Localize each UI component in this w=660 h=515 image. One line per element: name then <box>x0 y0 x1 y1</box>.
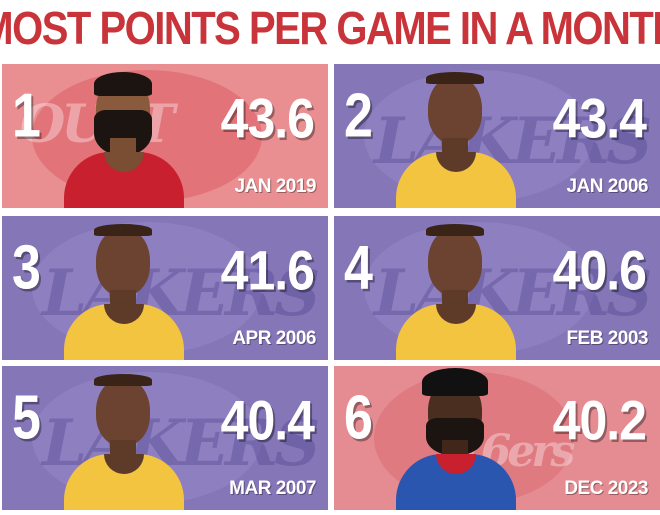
month-label: FEB 2003 <box>566 328 648 349</box>
month-label: MAR 2007 <box>229 478 316 499</box>
points-per-game: 43.4 <box>552 87 647 150</box>
month-label: JAN 2006 <box>566 176 648 197</box>
ranking-card-1: OUST 1 43.6 JAN 2019 <box>2 64 328 208</box>
page-title: MOST POINTS PER GAME IN A MONTH <box>0 3 660 54</box>
month-label: DEC 2023 <box>564 478 648 499</box>
points-per-game: 40.6 <box>552 239 647 302</box>
player-photo <box>64 224 184 360</box>
player-photo <box>396 368 516 510</box>
rank-number: 2 <box>344 81 373 151</box>
rank-number: 4 <box>344 233 373 303</box>
ranking-card-6: 76ers 6 40.2 DEC 2023 <box>334 366 660 510</box>
ranking-card-2: LAKERS 2 43.4 JAN 2006 <box>334 64 660 208</box>
rank-number: 5 <box>12 383 41 453</box>
player-photo <box>396 224 516 360</box>
month-label: JAN 2019 <box>234 176 316 197</box>
rank-number: 6 <box>344 383 373 453</box>
ranking-card-4: LAKERS 4 40.6 FEB 2003 <box>334 216 660 360</box>
leaderboard-grid: OUST 1 43.6 JAN 2019 LAKERS 2 43.4 JAN 2… <box>0 64 660 514</box>
points-per-game: 40.2 <box>552 389 647 452</box>
ranking-card-5: LAKERS 5 40.4 MAR 2007 <box>2 366 328 510</box>
player-photo <box>64 374 184 510</box>
player-photo <box>64 72 184 208</box>
points-per-game: 41.6 <box>220 239 315 302</box>
points-per-game: 40.4 <box>220 389 315 452</box>
rank-number: 1 <box>12 81 41 151</box>
month-label: APR 2006 <box>232 328 316 349</box>
points-per-game: 43.6 <box>220 87 315 150</box>
player-photo <box>396 72 516 208</box>
rank-number: 3 <box>12 233 41 303</box>
ranking-card-3: LAKERS 3 41.6 APR 2006 <box>2 216 328 360</box>
